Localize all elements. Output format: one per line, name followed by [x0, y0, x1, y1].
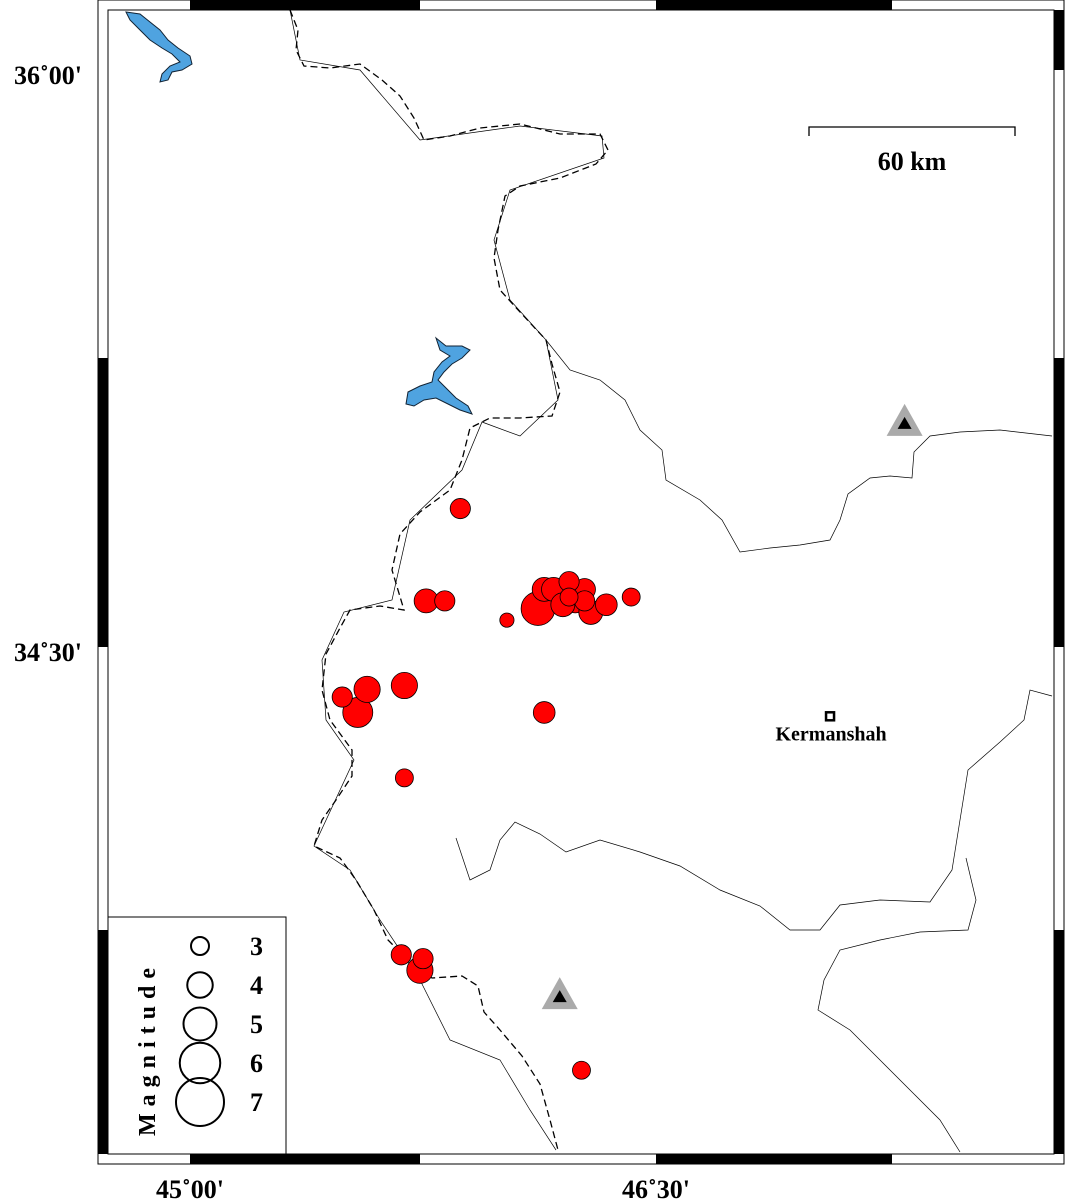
city-marker-icon [824, 711, 836, 722]
province-boundary [817, 857, 977, 1153]
earthquake-event [499, 612, 515, 628]
earthquake-event [390, 944, 412, 966]
earthquake-event [572, 1060, 591, 1080]
earthquake-event [390, 671, 418, 700]
legend-label: 5 [250, 1010, 263, 1039]
scale-bar-label: 60 km [878, 147, 947, 176]
earthquake-event [394, 768, 414, 788]
province-boundary [545, 339, 1053, 553]
legend-circle [190, 936, 210, 956]
lake-north [125, 11, 193, 83]
legend-circle [186, 971, 214, 999]
earthquake-event [559, 587, 579, 607]
province-boundary [455, 689, 1053, 931]
earthquake-event [595, 593, 618, 617]
station-triangle-icon [886, 403, 923, 436]
x-tick-label: 45˚00' [156, 1175, 224, 1203]
earthquake-event [434, 590, 456, 612]
station-triangle-icon [541, 977, 578, 1010]
earthquake-event [532, 701, 556, 724]
border-thin [289, 9, 605, 1151]
legend-label: 4 [250, 971, 263, 1000]
earthquake-event [412, 948, 434, 970]
frame-checker [98, 0, 1064, 1164]
legend-circle [178, 1041, 222, 1085]
legend-circle [175, 1077, 225, 1127]
legend-label: 3 [250, 932, 263, 961]
earthquake-event [331, 686, 353, 708]
x-tick-label: 46˚30' [622, 1175, 690, 1203]
legend-label: 7 [250, 1088, 263, 1117]
y-tick-label: 36˚00' [14, 61, 82, 90]
earthquake-event [353, 675, 381, 703]
international-border [289, 9, 609, 1151]
earthquake-event [449, 498, 471, 520]
legend-circle [182, 1006, 218, 1042]
y-tick-label: 34˚30' [14, 638, 82, 667]
legend-title: Magnitude [135, 961, 161, 1136]
city-label: Kermanshah [775, 723, 886, 745]
scale-bar [808, 126, 1016, 136]
earthquake-event [621, 587, 641, 607]
seismic-stations [541, 403, 923, 1010]
magnitude-legend: Magnitude 3 4 5 6 7 [107, 916, 287, 1155]
lake-south [405, 336, 473, 415]
legend-label: 6 [250, 1049, 263, 1078]
earthquake-events [331, 498, 641, 1080]
